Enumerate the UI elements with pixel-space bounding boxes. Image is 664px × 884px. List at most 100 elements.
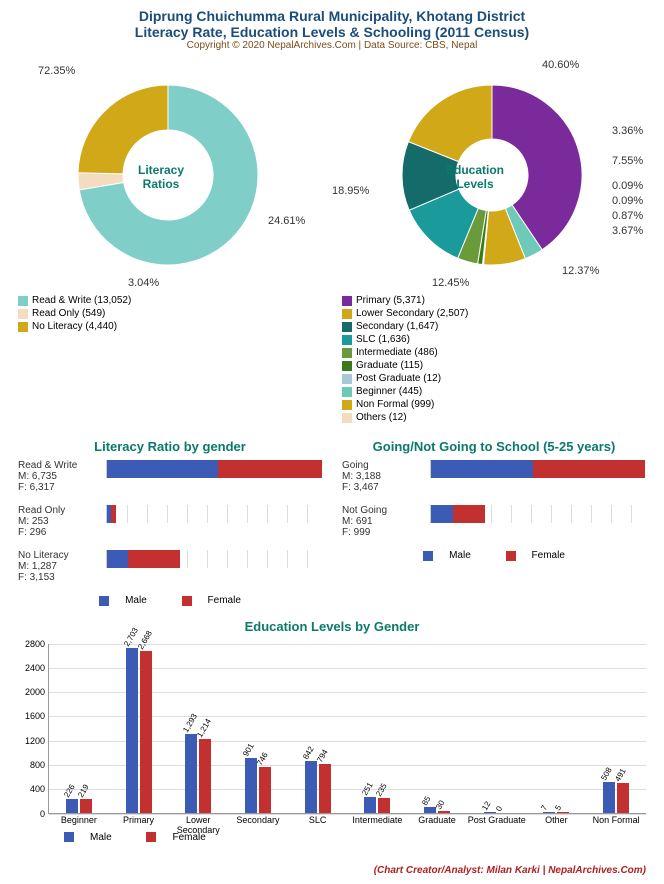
vbar-category-label: Graduate	[407, 813, 467, 825]
hbar-category: Read & Write	[18, 460, 106, 471]
female-label: Female	[532, 550, 565, 561]
vbar-male: 1,293	[185, 734, 197, 813]
legend-item: Secondary (1,647)	[342, 321, 492, 332]
vbar-group: 2,703 2,668 Primary	[126, 648, 152, 812]
y-axis-tick: 400	[30, 784, 49, 794]
vbar-male: 508	[603, 782, 615, 813]
schooling-title: Going/Not Going to School (5-25 years)	[332, 439, 656, 454]
vbar-female: 235	[378, 798, 390, 812]
vbar-category-label: Beginner	[49, 813, 109, 825]
mf-legend-2: Male Female	[332, 550, 656, 564]
vbar-male: 2,703	[126, 648, 138, 812]
vbar-female: 491	[617, 783, 629, 813]
education-by-gender-title: Education Levels by Gender	[8, 619, 656, 634]
copyright-line: Copyright © 2020 NepalArchives.Com | Dat…	[8, 40, 656, 51]
legend-item: Post Graduate (12)	[342, 373, 492, 384]
hbar-male-segment	[431, 505, 453, 523]
vbar-female: 2,668	[140, 651, 152, 813]
vbar-female: 794	[319, 764, 331, 812]
legend-item: Intermediate (486)	[342, 347, 492, 358]
vbar-female-value: 491	[613, 767, 627, 783]
y-axis-tick: 800	[30, 760, 49, 770]
vbar-female-value: 794	[315, 748, 329, 764]
legend-item: Primary (5,371)	[342, 295, 492, 306]
hbar-male-segment	[431, 460, 533, 478]
vbar-group: 508 491 Non Formal	[603, 782, 629, 813]
vbar-male-value: 85	[420, 795, 432, 807]
education-levels-donut: EducationLevels40.60%3.36%7.55%0.09%0.09…	[332, 55, 652, 295]
hbar-category: Not Going	[342, 505, 430, 516]
literacy-ratios-donut: LiteracyRatios72.35%3.04%24.61%	[8, 55, 328, 295]
hbar-female-segment	[128, 550, 180, 568]
y-axis-tick: 2800	[25, 639, 49, 649]
donut-pct-label: 3.04%	[128, 277, 159, 289]
hbar-row: No Literacy M: 1,287 F: 3,153	[18, 550, 322, 583]
donut-row: LiteracyRatios72.35%3.04%24.61% Read & W…	[8, 55, 656, 425]
vbar-group: 12 0 Post Graduate	[484, 812, 510, 813]
legend-item: Lower Secondary (2,507)	[342, 308, 492, 319]
hbar-female-segment	[111, 505, 116, 523]
vbar-group: 842 794 SLC	[305, 761, 331, 812]
legend-item: No Literacy (4,440)	[18, 321, 168, 332]
vbar-category-label: Intermediate	[347, 813, 407, 825]
hbar-female-segment	[533, 460, 644, 478]
legend-item: Others (12)	[342, 412, 492, 423]
legend-item: Graduate (115)	[342, 360, 492, 371]
legend-item: SLC (1,636)	[342, 334, 492, 345]
vbar-male-value: 12	[480, 800, 492, 812]
vbar-female-value: 219	[76, 783, 90, 799]
hbar-row: Read Only M: 253 F: 296	[18, 505, 322, 538]
legend-item: Read & Write (13,052)	[18, 295, 168, 306]
hbar-female-value: F: 3,467	[342, 482, 430, 493]
y-axis-tick: 1200	[25, 736, 49, 746]
education-by-gender-chart: 040080012001600200024002800 226 219 Begi…	[48, 644, 646, 814]
mf-legend-1: Male Female	[8, 595, 332, 609]
vbar-female-value: 5	[554, 804, 564, 812]
donut-pct-label: 3.36%	[612, 125, 643, 137]
donut-pct-label: 3.67%	[612, 225, 643, 237]
vbar-male: 226	[66, 799, 78, 813]
vbar-male: 842	[305, 761, 317, 812]
legend-item: Non Formal (999)	[342, 399, 492, 410]
hbar-female-segment	[453, 505, 485, 523]
hbar-category: Going	[342, 460, 430, 471]
hbar-category: Read Only	[18, 505, 106, 516]
literacy-ratios-legend: Read & Write (13,052) Read Only (549) No L…	[8, 295, 332, 334]
title-line-1: Diprung Chuichumma Rural Municipality, K…	[8, 8, 656, 24]
donut-pct-label: 72.35%	[38, 65, 75, 77]
vbar-category-label: Primary	[109, 813, 169, 825]
donut-pct-label: 0.87%	[612, 210, 643, 222]
y-axis-tick: 2000	[25, 687, 49, 697]
hbar-row: Not Going M: 691 F: 999	[342, 505, 646, 538]
hbar-row: Read & Write M: 6,735 F: 6,317	[18, 460, 322, 493]
donut-pct-label: 7.55%	[612, 155, 643, 167]
vbar-group: 226 219 Beginner	[66, 799, 92, 813]
literacy-by-gender-title: Literacy Ratio by gender	[8, 439, 332, 454]
hbar-row: Going M: 3,188 F: 3,467	[342, 460, 646, 493]
vbar-group: 901 746 Secondary	[245, 758, 271, 813]
vbar-group: 1,293 1,214 Lower Secondary	[185, 734, 211, 813]
hbar-row: Literacy Ratio by gender Read & Write M:…	[8, 433, 656, 609]
hbar-male-value: M: 3,188	[342, 471, 430, 482]
hbar-male-value: M: 1,287	[18, 561, 106, 572]
male-label: Male	[125, 595, 147, 606]
hbar-male-value: M: 691	[342, 516, 430, 527]
donut-pct-label: 0.09%	[612, 180, 643, 192]
y-axis-tick: 2400	[25, 663, 49, 673]
legend-item: Read Only (549)	[18, 308, 168, 319]
hbar-female-value: F: 999	[342, 527, 430, 538]
vbar-male-value: 7	[540, 804, 550, 812]
schooling-chart: Going M: 3,188 F: 3,467 Not Going M: 691…	[332, 460, 656, 538]
vbar-male: 251	[364, 797, 376, 812]
hbar-female-segment	[218, 460, 322, 478]
female-label: Female	[208, 595, 241, 606]
hbar-female-value: F: 3,153	[18, 572, 106, 583]
donut-pct-label: 12.37%	[562, 265, 599, 277]
vbar-category-label: Secondary	[228, 813, 288, 825]
vbar-category-label: Post Graduate	[467, 813, 527, 825]
vbar-category-label: Lower Secondary	[168, 813, 228, 835]
donut-pct-label: 24.61%	[268, 215, 305, 227]
donut-pct-label: 40.60%	[542, 59, 579, 71]
vbar-male-value: 508	[599, 766, 613, 782]
y-axis-tick: 0	[40, 809, 49, 819]
